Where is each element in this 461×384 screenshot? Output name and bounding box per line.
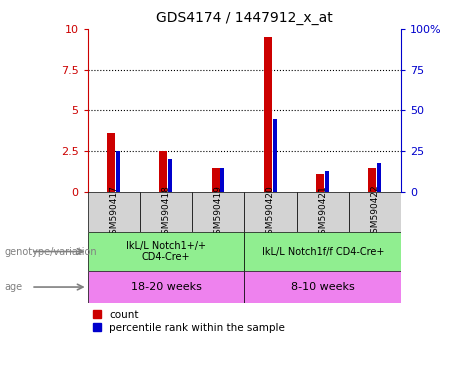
Bar [212,167,219,192]
Text: age: age [5,282,23,292]
Text: GSM590422: GSM590422 [371,185,379,240]
Bar [168,159,172,192]
Text: GSM590420: GSM590420 [266,185,275,240]
Text: genotype/variation: genotype/variation [5,247,97,257]
Text: 8-10 weeks: 8-10 weeks [291,282,355,292]
Bar [244,192,296,232]
Bar [116,151,120,192]
Text: GSM590417: GSM590417 [109,185,118,240]
Bar [264,37,272,192]
Bar [296,192,349,232]
Bar [325,171,329,192]
Text: IkL/L Notch1f/f CD4-Cre+: IkL/L Notch1f/f CD4-Cre+ [261,247,384,257]
Text: GSM590418: GSM590418 [161,185,171,240]
Title: GDS4174 / 1447912_x_at: GDS4174 / 1447912_x_at [156,11,333,25]
Text: GSM590419: GSM590419 [214,185,223,240]
Bar [272,119,277,192]
Bar [377,163,381,192]
Bar [192,192,244,232]
Bar [368,167,376,192]
Bar [88,232,244,271]
Text: 18-20 weeks: 18-20 weeks [130,282,201,292]
Bar [107,133,115,192]
Text: IkL/L Notch1+/+
CD4-Cre+: IkL/L Notch1+/+ CD4-Cre+ [126,241,206,262]
Bar [244,271,401,303]
Text: GSM590421: GSM590421 [318,185,327,240]
Bar [316,174,324,192]
Bar [220,167,225,192]
Bar [140,192,192,232]
Bar [349,192,401,232]
Legend: count, percentile rank within the sample: count, percentile rank within the sample [93,310,285,333]
Bar [160,151,167,192]
Bar [244,232,401,271]
Bar [88,192,140,232]
Bar [88,271,244,303]
